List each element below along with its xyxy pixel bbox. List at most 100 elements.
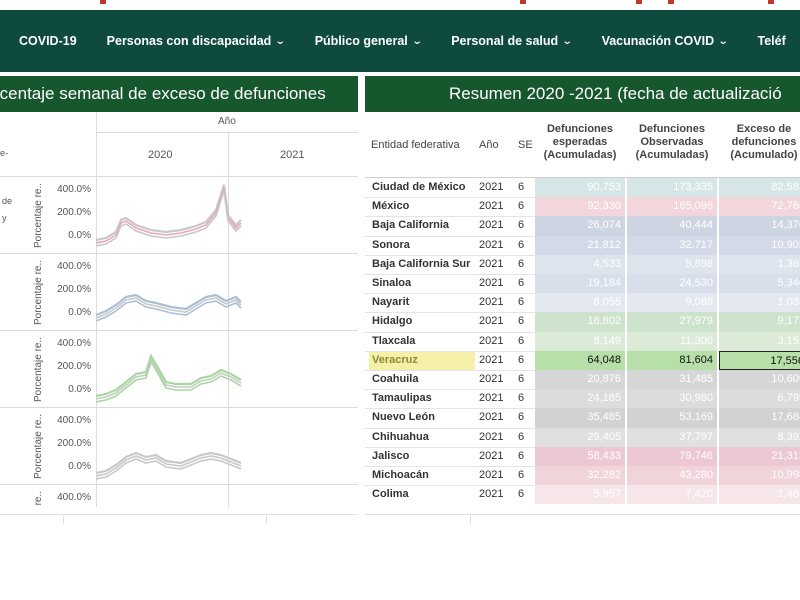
sparkline-series (96, 190, 242, 247)
cell-observadas: 24,530 (627, 274, 717, 294)
cell-se: 6 (518, 430, 525, 443)
year-2021-label: 2021 (280, 149, 305, 161)
cell-anio: 2021 (479, 373, 504, 385)
col-header-exceso[interactable]: Exceso de defunciones (Acumulado) (719, 123, 800, 162)
row-separator (365, 389, 535, 391)
cell-esperadas: 32,282 (535, 466, 625, 486)
nav-item[interactable]: Personas con discapacidad ⌄ (107, 34, 286, 48)
top-strip-mark (668, 0, 674, 4)
cell-entidad: Tamaulipas (372, 392, 432, 405)
nav-item-label: Personal de salud (451, 34, 559, 48)
sparkline-series (96, 300, 242, 322)
sparkline-series (96, 451, 242, 475)
col-header-entidad[interactable]: Entidad federativa (371, 139, 460, 151)
col-header-line: Defunciones (546, 123, 613, 135)
cell-observadas: 165,096 (627, 197, 717, 217)
cell-se: 6 (518, 373, 525, 385)
y-tick-label: 400.0% (57, 415, 91, 426)
cell-observadas: 173,335 (627, 178, 717, 198)
cell-se: 6 (518, 334, 525, 347)
nav-item[interactable]: COVID-19 (19, 34, 77, 48)
nav-item[interactable]: Público general ⌄ (315, 34, 423, 48)
cell-entidad: Sonora (372, 238, 410, 251)
y-tick-label: 0.0% (68, 384, 91, 395)
cell-observadas: 11,300 (627, 331, 717, 351)
col-header-observadas[interactable]: Defunciones Observadas (Acumuladas) (627, 123, 717, 162)
cell-entidad: Jalisco (372, 449, 410, 462)
cell-exceso: 9,177 (719, 312, 800, 332)
cell-anio: 2021 (479, 181, 504, 193)
cell-exceso: 14,370 (719, 216, 800, 236)
cell-se: 6 (518, 181, 525, 193)
sparkline-series (96, 353, 242, 398)
nav-item[interactable]: Personal de salud ⌄ (451, 34, 573, 48)
top-strip-mark (768, 0, 774, 4)
cell-esperadas: 35,485 (535, 408, 625, 428)
col-header-line: (Acumuladas) (543, 149, 617, 161)
y-tick-label: 200.0% (57, 361, 91, 372)
row-separator (365, 312, 535, 314)
row-separator (365, 254, 535, 256)
y-tick-label: 0.0% (68, 230, 91, 241)
cell-observadas: 43,280 (627, 466, 717, 486)
summary-table: Entidad federativa Año SE Defunciones es… (365, 112, 800, 507)
y-tick-label: 200.0% (57, 284, 91, 295)
cell-se: 6 (518, 315, 525, 328)
cell-exceso: 1,463 (719, 485, 800, 505)
cell-se: 6 (518, 449, 525, 462)
col-header-esperadas[interactable]: Defunciones esperadas (Acumuladas) (535, 123, 625, 162)
cell-entidad: Baja California (372, 219, 450, 232)
cell-esperadas: 58,433 (535, 446, 625, 466)
cell-entidad: Tlaxcala (372, 334, 416, 347)
cell-esperadas: 8,055 (535, 293, 625, 313)
cell-anio: 2021 (479, 257, 504, 270)
cell-exceso: 5,346 (719, 274, 800, 294)
col-header-anio[interactable]: Año (479, 139, 499, 151)
cell-entidad: Coahuila (372, 373, 419, 385)
col-header-line: esperadas (552, 136, 608, 148)
nav-item[interactable]: Vacunación COVID ⌄ (602, 34, 729, 48)
cell-exceso: 10,998 (719, 466, 800, 486)
col-header-line: Observadas (640, 136, 704, 148)
year-2020-label: 2020 (148, 149, 173, 161)
row-separator (365, 350, 535, 352)
row-separator (365, 446, 535, 448)
excess-deaths-chart-panel: Año 2020 2021 e- de y Porcentaje re.. 400… (0, 112, 358, 507)
cell-esperadas: 64,048 (535, 350, 625, 370)
chevron-down-icon: ⌄ (275, 35, 286, 47)
nav-item[interactable]: Teléf (757, 34, 785, 48)
cell-entidad: Michoacán (372, 469, 429, 481)
divider (365, 514, 800, 515)
cell-se: 6 (518, 411, 525, 424)
cell-anio: 2021 (479, 392, 504, 405)
chevron-down-icon: ⌄ (717, 35, 729, 47)
cell-se: 6 (518, 353, 525, 366)
cell-exceso: 21,313 (719, 446, 800, 466)
row-separator (365, 370, 535, 371)
cell-anio: 2021 (479, 334, 504, 347)
col-header-se[interactable]: SE (518, 139, 533, 151)
cell-se: 6 (518, 469, 525, 481)
sparkline-series (96, 297, 242, 319)
row-separator (365, 197, 535, 199)
cell-se: 6 (518, 392, 525, 405)
y-tick-label: 0.0% (68, 307, 91, 318)
nav-item-label: COVID-19 (19, 34, 77, 48)
